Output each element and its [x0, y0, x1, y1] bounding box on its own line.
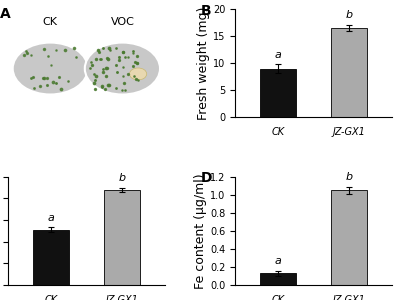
- Text: b: b: [346, 172, 353, 182]
- Circle shape: [130, 68, 147, 80]
- Text: a: a: [274, 50, 282, 60]
- Bar: [104, 190, 140, 285]
- Circle shape: [85, 43, 160, 94]
- Text: b: b: [346, 11, 353, 20]
- Text: VOC: VOC: [110, 16, 134, 27]
- Bar: [260, 68, 296, 117]
- Bar: [332, 190, 367, 285]
- Bar: [332, 28, 367, 117]
- Y-axis label: Fresh weight (mg): Fresh weight (mg): [197, 6, 210, 120]
- Text: D: D: [201, 171, 212, 185]
- Text: B: B: [201, 4, 212, 18]
- Circle shape: [13, 43, 88, 94]
- Text: CK: CK: [43, 16, 58, 27]
- Bar: [260, 273, 296, 285]
- Text: a: a: [47, 213, 54, 223]
- Bar: [33, 230, 68, 285]
- Y-axis label: Fe content (μg/ml): Fe content (μg/ml): [194, 173, 207, 289]
- Text: A: A: [0, 7, 11, 21]
- Text: b: b: [118, 173, 126, 183]
- Text: a: a: [274, 256, 282, 266]
